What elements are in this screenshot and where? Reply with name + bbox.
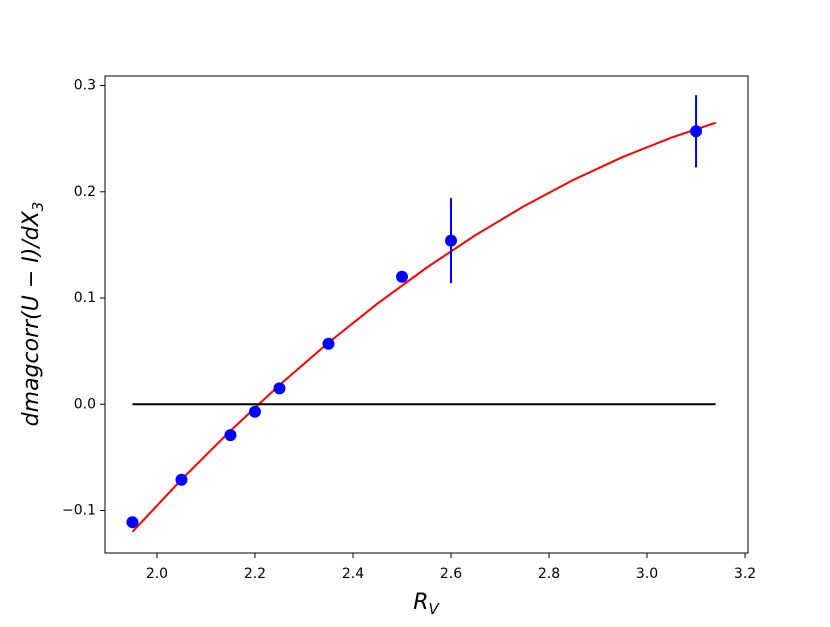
y-tick-label: 0.1: [74, 290, 96, 306]
x-tick-label: 2.8: [538, 566, 560, 582]
x-tick-label: 2.2: [244, 566, 266, 582]
y-tick-label: 0.0: [74, 396, 96, 412]
x-tick-label: 3.2: [734, 566, 756, 582]
point: [273, 382, 286, 395]
y-label-sub: 3: [29, 202, 47, 212]
point: [126, 516, 139, 529]
y-tick-label: 0.2: [74, 184, 96, 200]
x-tick-label: 3.0: [636, 566, 658, 582]
point: [248, 405, 261, 418]
x-axis-label: RV: [413, 590, 440, 618]
point: [445, 234, 458, 247]
x-tick-label: 2.4: [342, 566, 364, 582]
point: [395, 270, 408, 283]
point: [690, 125, 703, 138]
y-axis-label: dmagcorr(U − I)/dX3: [19, 202, 47, 427]
x-tick-label: 2.0: [146, 566, 168, 582]
y-tick-label: −0.1: [62, 503, 96, 519]
point: [322, 337, 335, 350]
y-tick-label: 0.3: [74, 78, 96, 94]
x-label-sub: V: [429, 600, 441, 618]
point: [224, 429, 237, 442]
plot-frame: [104, 75, 749, 554]
x-label-main: R: [413, 590, 428, 615]
y-label-main: dmagcorr(U − I)/dX: [19, 210, 44, 426]
point: [175, 473, 188, 486]
x-tick-label: 2.6: [440, 566, 462, 582]
